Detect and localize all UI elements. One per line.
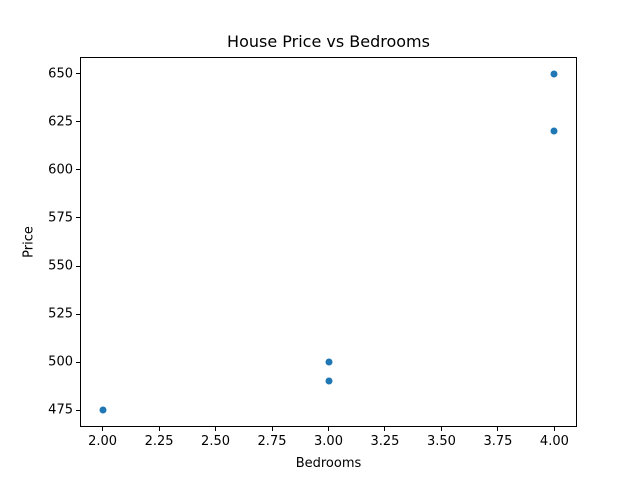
y-tick-mark xyxy=(76,265,80,267)
x-tick-mark xyxy=(271,427,273,431)
x-tick-mark xyxy=(102,427,104,431)
y-tick-label: 575 xyxy=(48,210,73,226)
chart-title: House Price vs Bedrooms xyxy=(227,32,430,51)
y-tick-mark xyxy=(76,313,80,315)
y-tick-mark xyxy=(76,121,80,123)
y-tick-mark xyxy=(76,73,80,75)
data-point xyxy=(99,406,107,414)
x-tick-label: 3.00 xyxy=(314,434,343,449)
x-tick-label: 3.25 xyxy=(370,434,400,449)
y-tick-label: 525 xyxy=(48,306,73,322)
x-tick-mark xyxy=(553,427,555,431)
x-axis-label: Bedrooms xyxy=(295,456,362,471)
x-tick-mark xyxy=(158,427,160,431)
x-tick-mark xyxy=(215,427,217,431)
x-tick-mark xyxy=(497,427,499,431)
y-axis-label: Price xyxy=(21,226,37,258)
y-tick-label: 475 xyxy=(48,402,73,418)
y-tick-label: 500 xyxy=(48,354,73,370)
x-tick-label: 2.00 xyxy=(88,434,118,449)
x-tick-label: 3.50 xyxy=(426,434,456,449)
data-point xyxy=(550,70,558,78)
data-point xyxy=(325,358,332,366)
y-tick-label: 600 xyxy=(48,162,73,178)
y-tick-mark xyxy=(76,217,80,219)
x-tick-mark xyxy=(440,427,442,431)
x-tick-label: 2.75 xyxy=(257,434,287,449)
data-point xyxy=(550,127,558,135)
y-tick-label: 625 xyxy=(48,114,73,130)
y-tick-mark xyxy=(76,409,80,411)
y-tick-mark xyxy=(76,169,80,171)
x-tick-label: 2.25 xyxy=(144,434,174,449)
y-tick-label: 650 xyxy=(48,66,73,82)
x-tick-label: 2.50 xyxy=(201,434,231,449)
x-tick-mark xyxy=(328,427,329,431)
plot-area xyxy=(80,57,577,427)
data-point xyxy=(325,377,332,385)
x-tick-mark xyxy=(384,427,386,431)
x-tick-label: 4.00 xyxy=(539,434,569,449)
x-tick-label: 3.75 xyxy=(483,434,513,449)
y-tick-label: 550 xyxy=(48,258,73,274)
y-tick-mark xyxy=(76,361,80,363)
